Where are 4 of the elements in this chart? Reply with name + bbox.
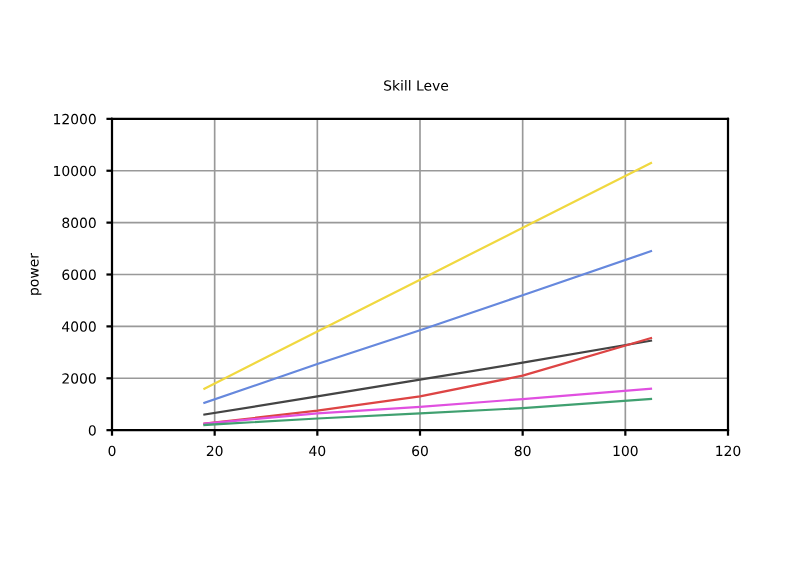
- line-series: [203, 397, 653, 427]
- line-series: [203, 161, 653, 390]
- line-series: [203, 387, 653, 425]
- line-series: [203, 250, 653, 405]
